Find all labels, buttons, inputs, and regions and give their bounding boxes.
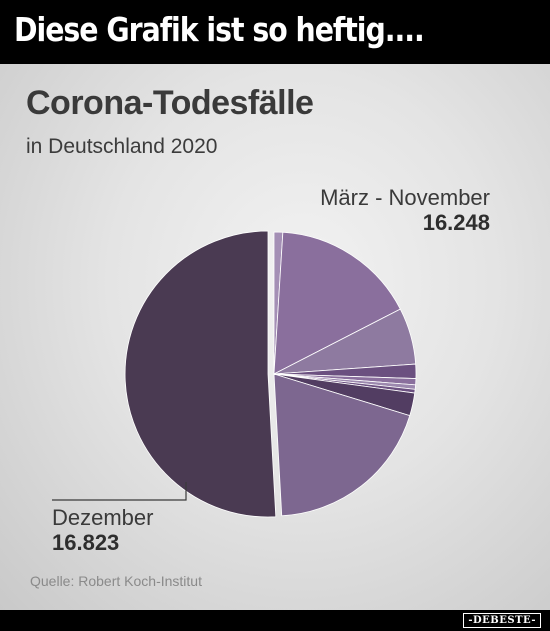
label-dezember-name: Dezember xyxy=(52,505,154,530)
chart-card: Corona-Todesfälle in Deutschland 2020 Mä… xyxy=(0,64,550,610)
label-maerz-november-name: März - November xyxy=(320,185,490,210)
pie-slice-dezember xyxy=(124,230,277,518)
dezember-leader-line xyxy=(52,482,187,501)
watermark-logo: -DEBESTE- xyxy=(463,613,541,628)
banner-headline: Diese Grafik ist so heftig.... xyxy=(14,10,425,49)
label-maerz-november-value: 16.248 xyxy=(422,210,490,235)
pie-slice-maerz-november-9 xyxy=(273,373,411,517)
bottom-bar: -DEBESTE- xyxy=(0,610,550,631)
top-banner: Diese Grafik ist so heftig.... xyxy=(0,0,550,64)
pie-slice-maerz-november-2 xyxy=(273,231,401,375)
source-note: Quelle: Robert Koch-Institut xyxy=(30,573,202,589)
chart-subtitle: in Deutschland 2020 xyxy=(26,135,218,158)
chart-title: Corona-Todesfälle xyxy=(26,84,314,122)
pie-slices xyxy=(124,230,417,518)
label-dezember-value: 16.823 xyxy=(52,530,120,555)
pie-chart xyxy=(52,230,417,518)
